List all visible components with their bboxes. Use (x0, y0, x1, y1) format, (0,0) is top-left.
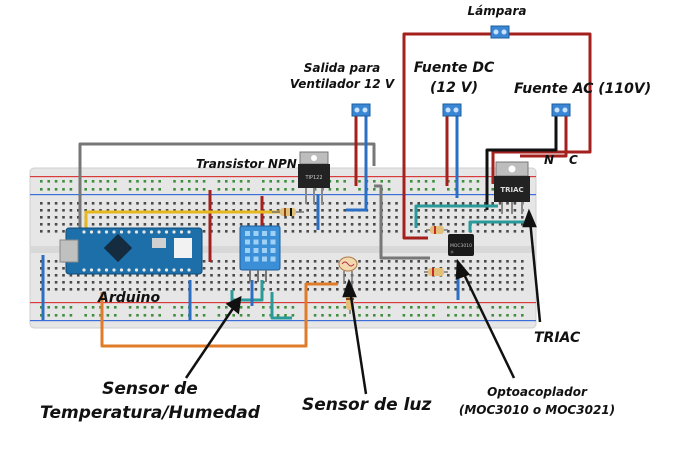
light-sensor-ldr (338, 256, 358, 290)
label-fuente-dc-line2: (12 V) (430, 80, 478, 96)
resistor-opto-1 (426, 226, 448, 234)
wire-gray-top (78, 142, 376, 230)
label-sensor-temp-line2: Temperatura/Humedad (40, 403, 260, 423)
label-fuente-ac: Fuente AC (110V) (514, 81, 652, 97)
triac-component: TRIAC (494, 161, 530, 214)
wire-teal-2 (468, 220, 530, 232)
wire-red-ac (520, 114, 568, 158)
terminal-ac (551, 103, 571, 117)
label-sensor-luz: Sensor de luz (302, 395, 432, 415)
label-lampara: Lámpara (467, 4, 527, 18)
wire-red-lamp-right (491, 32, 592, 184)
resistor-transistor (272, 208, 304, 216)
resistor-opto-2 (424, 268, 448, 276)
label-neutral: N (544, 153, 555, 167)
wire-teal-3 (230, 280, 264, 302)
transistor-npn: TIP122 (298, 151, 330, 204)
label-salida-line1: Salida para (303, 61, 381, 75)
label-opto-line2: (MOC3010 o MOC3021) (458, 403, 616, 417)
label-fuente-dc-line1: Fuente DC (413, 60, 495, 76)
wire-red-lamp-left (402, 32, 493, 240)
wire-blue-fan (346, 114, 368, 212)
opto-chip-label: MOC3010 (450, 243, 472, 249)
terminal-dc (442, 103, 462, 117)
wire-gray-long (374, 184, 430, 260)
terminal-fan (351, 103, 371, 117)
label-salida-line2: Ventilador 12 V (289, 77, 395, 91)
dht-sensor (239, 225, 281, 282)
triac-chip-label: TRIAC (500, 186, 523, 194)
callout-arrows (184, 208, 542, 395)
transistor-chip-label: TIP122 (304, 175, 322, 181)
label-sensor-temp-line1: Sensor de (102, 379, 198, 399)
optocoupler-chip: MOC3010 (448, 234, 474, 256)
arduino-board (59, 227, 203, 275)
label-arduino: Arduino (98, 290, 161, 306)
breadboard (29, 167, 537, 329)
label-transistor: Transistor NPN (196, 157, 297, 171)
wire-orange (100, 282, 338, 348)
label-opto-line1: Optoacoplador (487, 385, 587, 399)
label-triac: TRIAC (534, 330, 581, 346)
wire-teal-4 (270, 292, 292, 320)
label-common: C (569, 153, 578, 167)
wire-yellow (84, 210, 282, 234)
wires (41, 32, 592, 348)
terminal-lamp (490, 25, 510, 39)
wire-black-ac (485, 114, 558, 210)
wire-teal-1 (414, 204, 498, 228)
